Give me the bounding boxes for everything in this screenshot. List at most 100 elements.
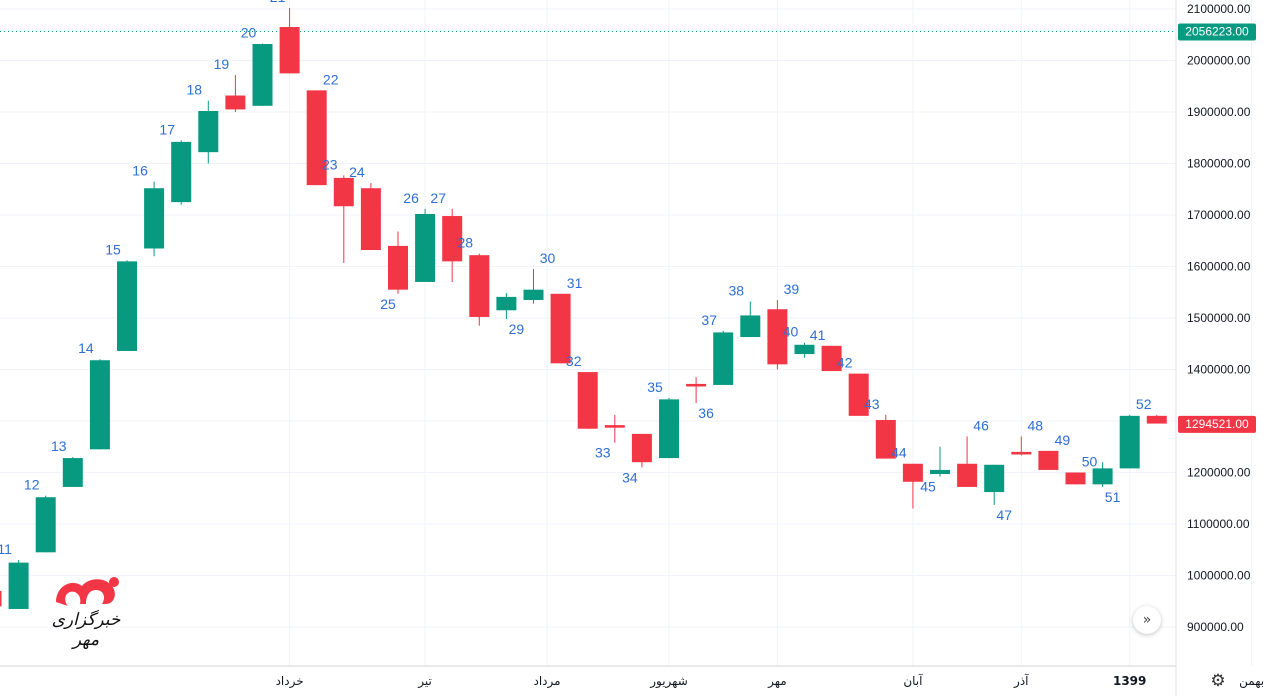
y-tick-label: 1100000.00 (1187, 517, 1250, 531)
price-tags: 2056223.00 1294521.00 (1178, 23, 1256, 433)
high-price-tag: 2056223.00 (1178, 23, 1256, 41)
high-price-tag-text: 2056223.00 (1185, 25, 1249, 39)
candle-number: 33 (595, 445, 611, 461)
candle-body (957, 463, 978, 487)
candle-number: 31 (567, 275, 583, 291)
candle-number: 43 (864, 396, 880, 412)
candle-body (577, 372, 598, 429)
candle-body (62, 458, 83, 487)
last-price-tag-text: 1294521.00 (1185, 417, 1249, 431)
candle-number: 36 (698, 405, 714, 421)
candle-body (794, 344, 815, 355)
candle-number: 25 (380, 296, 396, 312)
candle-body (740, 315, 761, 338)
candle-number: 35 (647, 379, 663, 395)
x-tick-label: 1399 (1113, 674, 1146, 688)
candle-body (848, 373, 869, 416)
y-tick-label: 1800000.00 (1187, 157, 1251, 171)
candle-body (252, 44, 273, 106)
candle-number: 20 (241, 25, 257, 41)
candle-body (306, 90, 327, 186)
x-tick-label: آذر (1013, 673, 1029, 689)
candle-body (496, 296, 517, 311)
x-tick-label: شهریور (649, 674, 688, 689)
candle-body (659, 399, 679, 459)
candle-number: 27 (430, 190, 446, 206)
y-tick-label: 1200000.00 (1187, 466, 1251, 480)
candle-number-labels: 11 12 13 14 15 16 17 18 19 20 21 22 23 24 25 26 27 28 29 30… (0, 0, 1152, 557)
candle-body (902, 463, 923, 482)
x-tick-label: آبان (903, 673, 923, 688)
x-tick-label: بهمن (1239, 674, 1264, 689)
y-tick-label: 1000000.00 (1187, 569, 1251, 583)
candle-number: 40 (783, 324, 799, 340)
candle-body (144, 188, 165, 249)
candle-number: 18 (187, 82, 203, 98)
y-tick-label: 2000000.00 (1187, 54, 1251, 68)
candle-body (821, 345, 842, 372)
gear-icon: ⚙ (1210, 671, 1226, 691)
candle-number: 17 (159, 121, 175, 137)
x-tick-label: مهر (767, 674, 787, 689)
candle-body (469, 255, 490, 317)
candle-number: 45 (920, 479, 936, 495)
candle-body (415, 213, 436, 282)
candle-body (1011, 451, 1032, 455)
candle-body (0, 590, 2, 607)
x-tick-label: مرداد (534, 674, 561, 689)
candle-body (930, 469, 950, 475)
candle-body (984, 464, 1005, 493)
candle-number: 26 (403, 190, 419, 206)
mehr-news-logo (56, 577, 119, 606)
candle-body (1065, 472, 1086, 485)
candle-number: 16 (132, 163, 148, 179)
settings-button[interactable]: ⚙ (1208, 671, 1228, 691)
candle-body (523, 289, 544, 300)
candle-body (631, 433, 652, 463)
candle-number: 29 (509, 321, 525, 337)
candle-number: 41 (810, 327, 826, 343)
candle-body (360, 188, 381, 251)
candle-body (875, 419, 896, 459)
candle-body (713, 332, 734, 385)
candle-body (388, 245, 408, 290)
last-price-tag: 1294521.00 (1178, 415, 1256, 433)
candle-body (35, 497, 56, 553)
candle-body (8, 562, 29, 609)
candle-number: 28 (458, 235, 474, 251)
candle-number: 46 (973, 417, 989, 433)
candle-number: 42 (837, 355, 853, 371)
candle-number: 48 (1028, 417, 1044, 433)
candle-number: 15 (105, 241, 121, 257)
double-chevron-right-icon: » (1142, 612, 1152, 628)
y-tick-label: 1600000.00 (1187, 260, 1251, 274)
candle-number: 39 (784, 281, 800, 297)
candle-body (686, 383, 707, 387)
candle-body (604, 425, 625, 428)
x-axis-labels: خردادتیرمردادشهریورمهرآبانآذر1399بهمناسف… (276, 673, 1265, 689)
candle-body (767, 309, 788, 365)
x-tick-label: خرداد (276, 674, 304, 689)
candle-number: 23 (322, 156, 338, 172)
candle-body (171, 141, 192, 203)
candle-number: 12 (24, 477, 40, 493)
high-price-tag-bg (1178, 23, 1256, 41)
candle-number: 49 (1055, 432, 1071, 448)
candle-body (198, 110, 219, 153)
candle-body (117, 261, 137, 351)
y-tick-label: 2100000.00 (1187, 2, 1251, 16)
y-axis-ticks: 2100000.00 2000000.00 1900000.00 1800000.00… (1187, 2, 1251, 634)
candle-number: 11 (0, 541, 12, 557)
candle-number: 37 (701, 312, 717, 328)
grid-lines (0, 0, 1253, 666)
y-tick-label: 1900000.00 (1187, 105, 1251, 119)
candle-number: 51 (1105, 489, 1121, 505)
y-tick-label: 1500000.00 (1187, 311, 1251, 325)
scroll-to-latest-button[interactable]: » (1133, 606, 1161, 634)
candle-body (550, 293, 571, 364)
candle-number: 13 (51, 438, 67, 454)
y-tick-label: 1400000.00 (1187, 363, 1251, 377)
candle-body (225, 95, 246, 110)
candle-number: 30 (540, 250, 556, 266)
